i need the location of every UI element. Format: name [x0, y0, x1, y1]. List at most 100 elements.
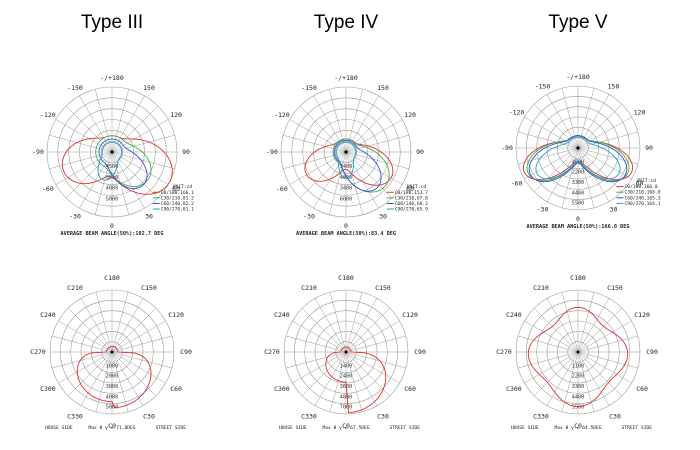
street-side-label: STREET SIDE [390, 425, 421, 431]
grid-spoke [345, 351, 406, 369]
grid-spoke [524, 351, 579, 384]
grid-spoke [111, 119, 169, 153]
legend-entry: C60/240,165.3 [625, 195, 661, 201]
ring-label: 4800 [340, 394, 353, 400]
grid-spoke [80, 298, 113, 353]
polar-chart-bottom: C180 C150 C120 C90 C60 C30 C0 C330 C300 C270 C240 C… [264, 274, 426, 431]
polar-chart-top: -/+1801501209060300-30-60-90-120-1504500… [501, 73, 661, 230]
grid-spoke [345, 134, 409, 153]
polar-chart-top: -/+1801501209060300-30-60-90-120-1504500… [32, 74, 194, 237]
max-angle-label: Max θ γ = 64.5DEG [554, 425, 601, 431]
grid-spoke [577, 88, 595, 149]
grid-spoke [111, 308, 156, 353]
grid-spoke [534, 147, 579, 192]
grid-spoke [345, 335, 406, 353]
legend-entry: C0/180,166.1 [161, 190, 194, 196]
grid-spoke [111, 298, 144, 353]
unit-label: UNIT:cd [173, 184, 193, 190]
angle-label: 0 [576, 215, 580, 223]
angle-label: C240 [506, 311, 522, 319]
grid-spoke [80, 351, 113, 406]
grid-spoke [345, 151, 379, 209]
legend-entry: C90/270,81.1 [161, 207, 194, 213]
grid-spoke [561, 292, 579, 353]
grid-spoke [94, 89, 113, 153]
center-dot [344, 350, 348, 354]
angle-label: -30 [303, 212, 315, 220]
angle-label: -150 [301, 84, 317, 92]
grid-spoke [561, 147, 579, 208]
street-side-label: STREET SIDE [156, 425, 187, 431]
angle-label: -90 [266, 148, 278, 156]
angle-label: 150 [377, 84, 389, 92]
grid-spoke [111, 351, 166, 384]
grid-spoke [111, 351, 129, 412]
ring-label: 4000 [106, 394, 119, 400]
grid-spoke [58, 351, 113, 384]
angle-label: C300 [40, 385, 56, 393]
polar-chart-bottom: C180 C150 C120 C90 C60 C30 C0 C330 C300 C270 C240 C… [496, 274, 658, 431]
angle-label: 60 [636, 180, 644, 188]
ring-label: 6000 [340, 197, 353, 203]
grid-spoke [577, 292, 595, 353]
legend-entry: C0/180,166.0 [625, 184, 658, 190]
angle-label: 150 [143, 84, 155, 92]
grid-spoke [577, 335, 638, 353]
grid-spoke [111, 351, 172, 369]
grid-spoke [524, 116, 579, 149]
grid-spoke [79, 151, 113, 209]
angle-label: 150 [608, 83, 620, 91]
grid-spoke [518, 131, 579, 149]
angle-label: -150 [535, 83, 551, 91]
grid-spoke [283, 134, 347, 153]
grid-spoke [52, 335, 113, 353]
legend-entry: C60/240,66.2 [395, 201, 428, 207]
grid-spoke [111, 351, 156, 396]
curve-c90-270 [535, 136, 621, 180]
angle-label: -150 [67, 84, 83, 92]
legend-entry: C90/270,65.9 [395, 207, 428, 213]
legend-entry: C30/210,67.8 [395, 195, 428, 201]
legend-entry: C30/210,81.2 [161, 195, 194, 201]
curve-c90-270 [97, 141, 123, 181]
ring-label: 5000 [106, 197, 119, 203]
grid-spoke [577, 298, 610, 353]
grid-spoke [345, 351, 400, 384]
angle-label: C120 [168, 311, 184, 319]
angle-label: C270 [30, 348, 46, 356]
angle-label: C150 [141, 284, 157, 292]
grid-spoke [577, 131, 638, 149]
angle-label: -30 [69, 212, 81, 220]
legend-entry: C0/180,153.7 [395, 190, 428, 196]
angle-label: C240 [40, 311, 56, 319]
grid-spoke [577, 94, 610, 149]
ring-label: 2200 [572, 374, 585, 380]
grid-spoke [314, 351, 347, 406]
grid-spoke [577, 116, 632, 149]
angle-label: C270 [496, 348, 512, 356]
angle-label: C180 [104, 274, 120, 282]
ring-label: 4000 [106, 186, 119, 192]
max-angle-label: Max θ γ = 67.5DEG [322, 425, 369, 431]
angle-label: 30 [145, 212, 153, 220]
curve-c90-270 [335, 141, 357, 179]
grid-spoke [561, 88, 579, 149]
grid-spoke [299, 105, 347, 153]
grid-spoke [52, 351, 113, 369]
beam-angle-caption: AVERAGE BEAM ANGLE(50%):102.7 DEG [60, 231, 163, 237]
grid-spoke [111, 320, 166, 353]
grid-spoke [95, 292, 113, 353]
grid-spoke [111, 134, 175, 153]
grid-spoke [577, 351, 610, 406]
grid-spoke [111, 95, 145, 153]
grid-spoke [111, 151, 169, 185]
ring-label: 5500 [572, 201, 585, 207]
grid-spoke [58, 320, 113, 353]
ring-label: 1000 [106, 363, 119, 369]
legend-entry: C60/240,82.2 [161, 201, 194, 207]
grid-spoke [345, 105, 393, 153]
grid-spoke [49, 134, 113, 153]
grid-spoke [577, 351, 638, 369]
isocandela-curve [527, 306, 629, 408]
ring-label: 2400 [340, 374, 353, 380]
